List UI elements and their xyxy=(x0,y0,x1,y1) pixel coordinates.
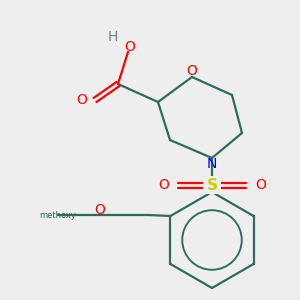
Text: N: N xyxy=(207,157,217,171)
Text: methoxy: methoxy xyxy=(40,211,76,220)
FancyBboxPatch shape xyxy=(203,176,221,194)
Text: O: O xyxy=(158,178,169,192)
Text: O: O xyxy=(76,93,87,107)
Text: S: S xyxy=(206,178,218,193)
Text: H: H xyxy=(108,30,118,44)
Text: O: O xyxy=(94,203,105,217)
Text: O: O xyxy=(187,64,197,78)
Text: O: O xyxy=(124,40,135,54)
Text: O: O xyxy=(255,178,266,192)
